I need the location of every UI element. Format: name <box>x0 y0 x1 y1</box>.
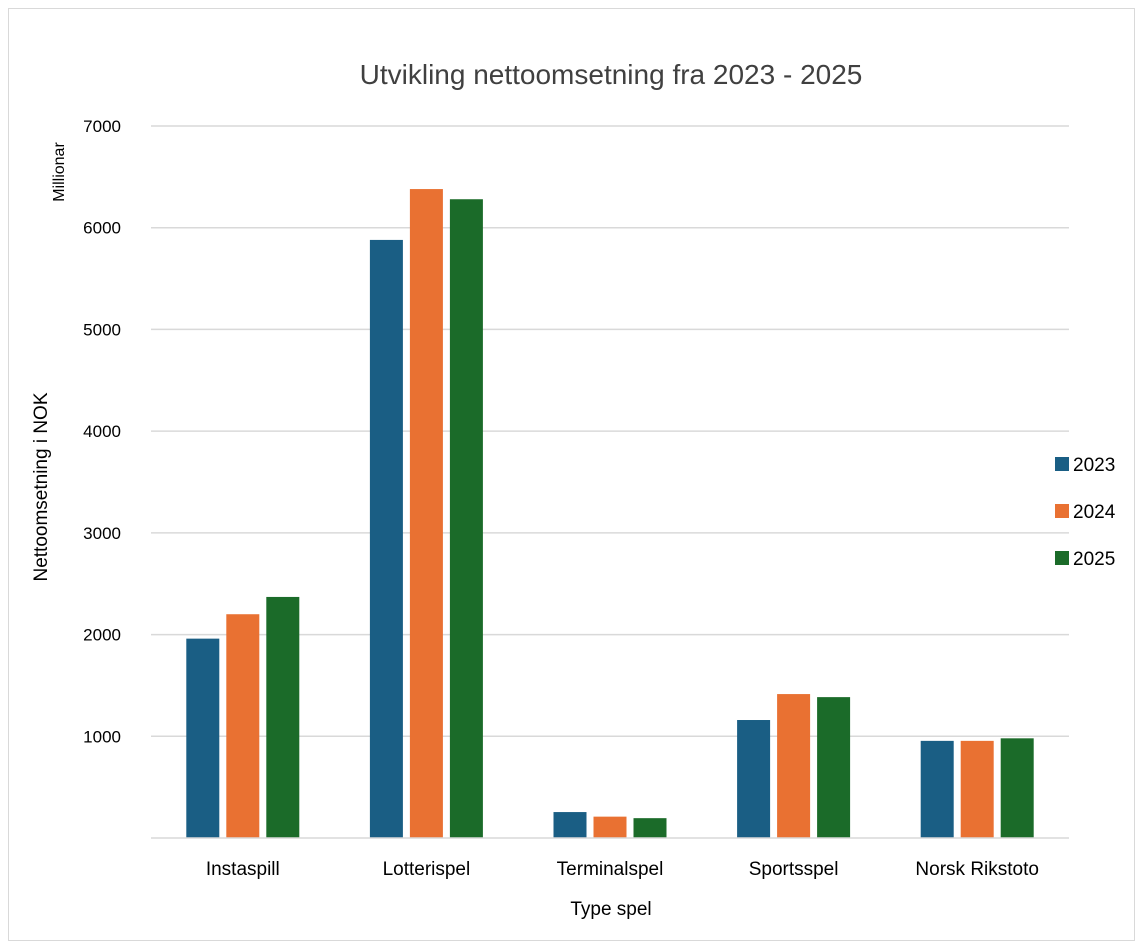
legend-label: 2025 <box>1073 549 1115 570</box>
legend-swatch-2025 <box>1055 551 1069 565</box>
bar-2025-instaspill <box>266 596 300 838</box>
y-axis-title: Nettoomsetning i NOK <box>31 392 52 581</box>
bar-2023-lotterispel <box>369 239 403 839</box>
bar-2025-lotterispel <box>449 199 483 839</box>
bar-2025-norsk-rikstoto <box>1000 738 1034 838</box>
x-category-label: Lotterispel <box>383 859 471 880</box>
bar-2023-norsk-rikstoto <box>920 740 954 838</box>
x-axis-title: Type spel <box>570 899 651 920</box>
chart-title: Utvikling nettoomsetning fra 2023 - 2025 <box>360 59 863 90</box>
bar-2024-sportsspel <box>777 694 811 838</box>
bar-2024-lotterispel <box>409 189 443 838</box>
x-category-label: Sportsspel <box>749 859 839 880</box>
bar-2025-sportsspel <box>817 697 851 838</box>
bar-2023-sportsspel <box>737 720 771 838</box>
y-axis-tick-labels: 1000 2000 3000 4000 5000 6000 7000 <box>83 117 121 746</box>
bar-2023-terminalspel <box>553 812 587 838</box>
y-tick-label: 7000 <box>83 117 121 136</box>
legend-label: 2024 <box>1073 502 1116 523</box>
legend-swatch-2024 <box>1055 504 1069 518</box>
y-tick-label: 1000 <box>83 727 121 746</box>
x-axis-category-labels: Instaspill Lotterispel Terminalspel Sportss… <box>206 859 1039 880</box>
bar-2025-terminalspel <box>633 818 667 838</box>
gridlines <box>151 125 1069 738</box>
y-tick-label: 6000 <box>83 219 121 238</box>
bars <box>186 189 1034 839</box>
legend-label: 2023 <box>1073 455 1115 476</box>
bar-2024-terminalspel <box>593 816 627 838</box>
x-category-label: Instaspill <box>206 859 280 880</box>
y-tick-label: 3000 <box>83 524 121 543</box>
x-category-label: Norsk Rikstoto <box>915 859 1039 880</box>
y-tick-label: 2000 <box>83 626 121 645</box>
legend-swatch-2023 <box>1055 457 1069 471</box>
y-tick-label: 4000 <box>83 422 121 441</box>
bar-2024-instaspill <box>226 614 260 838</box>
x-category-label: Terminalspel <box>557 859 664 880</box>
y-tick-label: 5000 <box>83 320 121 339</box>
bar-2024-norsk-rikstoto <box>960 740 994 838</box>
y-axis-unit-label: Millionar <box>51 142 68 202</box>
bar-2023-instaspill <box>186 638 220 838</box>
legend: 2023 2024 2025 <box>1055 455 1116 570</box>
